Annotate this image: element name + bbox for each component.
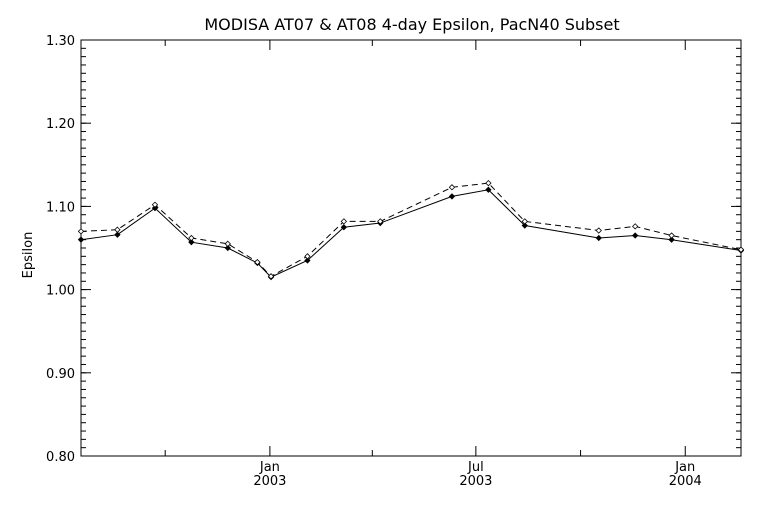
- data-point-marker: [448, 184, 456, 191]
- series-2: [77, 179, 745, 280]
- data-point-marker: [114, 231, 121, 238]
- data-point-marker: [340, 224, 348, 231]
- axes: 0.800.901.001.101.201.30Jan2003Jul2003Ja…: [46, 34, 741, 489]
- series-1: [77, 186, 745, 281]
- y-tick-label: 0.80: [46, 450, 75, 465]
- y-axis-label: Epsilon: [21, 232, 36, 279]
- data-point-marker: [188, 234, 195, 242]
- x-tick-label-year: 2003: [459, 474, 492, 489]
- data-point-marker: [340, 218, 348, 225]
- data-point-marker: [77, 236, 85, 243]
- series-layer: [77, 179, 745, 281]
- data-point-marker: [521, 222, 528, 229]
- y-tick-label: 1.30: [46, 34, 75, 49]
- plot-frame: [80, 39, 742, 457]
- y-tick-label: 0.90: [46, 367, 75, 382]
- y-tick-label: 1.00: [46, 284, 75, 299]
- x-tick-label-year: 2003: [253, 474, 286, 489]
- chart-title: MODISA AT07 & AT08 4-day Epsilon, PacN40…: [204, 15, 619, 34]
- data-point-marker: [114, 226, 121, 233]
- data-point-marker: [254, 258, 261, 266]
- data-point-marker: [188, 239, 195, 246]
- data-point-marker: [304, 257, 311, 264]
- y-tick-label: 1.20: [46, 117, 75, 132]
- x-tick-label-month: Jul: [467, 460, 484, 475]
- data-point-marker: [595, 227, 602, 234]
- data-point-marker: [151, 201, 159, 208]
- x-tick-label-month: Jan: [674, 460, 695, 475]
- data-point-marker: [485, 179, 492, 187]
- data-point-marker: [595, 234, 602, 242]
- data-point-marker: [632, 232, 639, 239]
- x-tick-label-year: 2004: [669, 474, 702, 489]
- data-point-marker: [668, 236, 675, 243]
- data-point-marker: [737, 246, 745, 253]
- data-point-marker: [485, 186, 492, 193]
- data-point-marker: [377, 218, 384, 225]
- data-point-marker: [448, 193, 456, 200]
- data-point-marker: [632, 223, 639, 230]
- data-point-marker: [521, 218, 528, 225]
- data-point-marker: [267, 273, 275, 280]
- y-tick-label: 1.10: [46, 200, 75, 215]
- data-point-marker: [224, 240, 231, 248]
- data-point-marker: [304, 253, 311, 260]
- data-point-marker: [151, 204, 159, 212]
- series-line-solid: [80, 189, 742, 278]
- series-line-dashed: [80, 182, 742, 277]
- data-point-marker: [77, 228, 85, 235]
- data-point-marker: [668, 232, 675, 239]
- x-tick-label-month: Jan: [259, 460, 280, 475]
- data-point-marker: [224, 244, 231, 252]
